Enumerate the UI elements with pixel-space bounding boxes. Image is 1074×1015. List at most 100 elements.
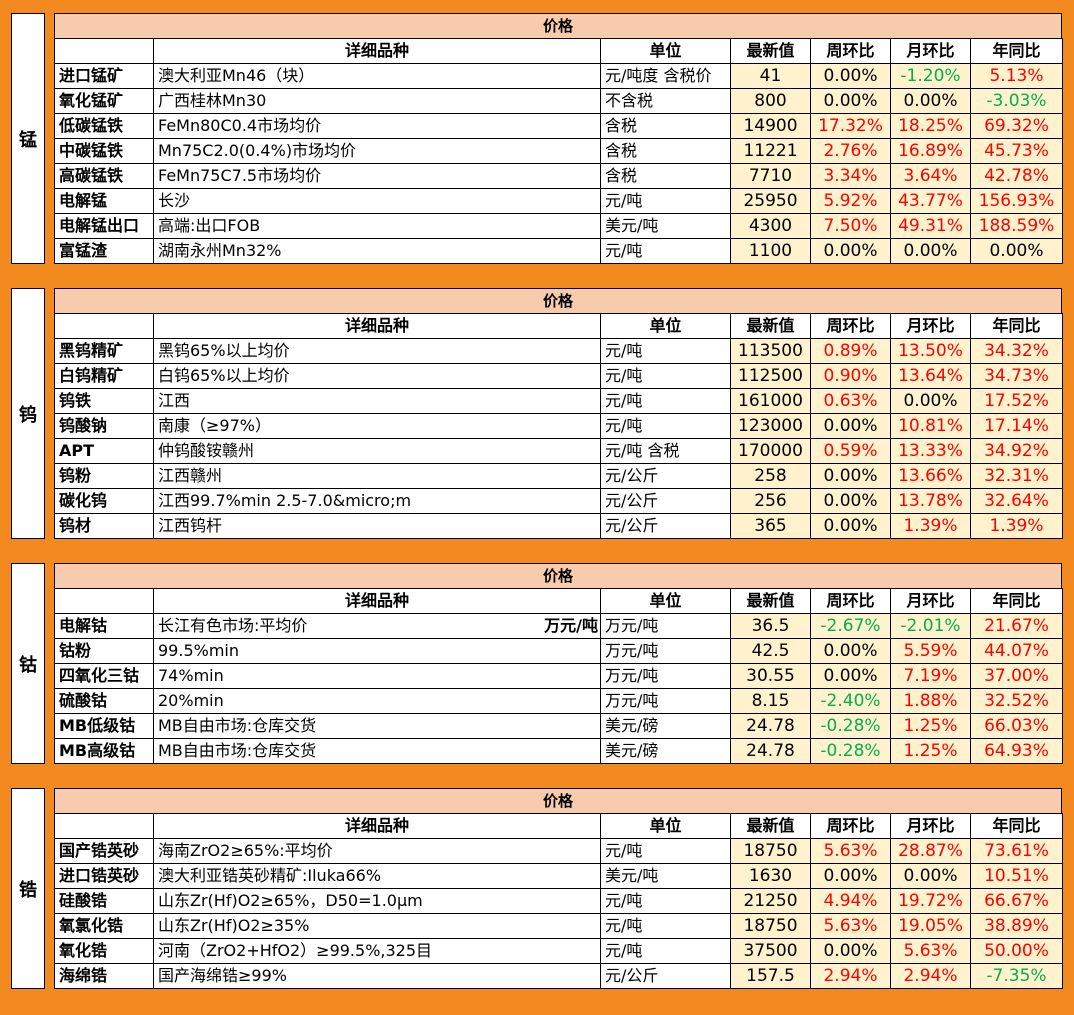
year-change: 17.52%	[970, 388, 1063, 414]
year-change: 34.92%	[970, 438, 1063, 464]
product-name: 钨粉	[54, 463, 154, 489]
unit: 美元/吨	[600, 863, 731, 889]
latest-value: 36.5	[730, 613, 811, 639]
latest-value: 7710	[730, 163, 811, 189]
latest-value: 365	[730, 513, 811, 539]
month-change: 19.72%	[890, 888, 971, 914]
month-change: 0.00%	[890, 238, 971, 264]
week-change: -0.28%	[810, 713, 891, 739]
year-change: -7.35%	[970, 963, 1063, 989]
column-header: 单位	[600, 588, 731, 614]
latest-value: 1100	[730, 238, 811, 264]
year-change: 69.32%	[970, 113, 1063, 139]
month-change: 1.25%	[890, 713, 971, 739]
month-change: 10.81%	[890, 413, 971, 439]
column-header: 年同比	[970, 38, 1063, 64]
month-change: 0.00%	[890, 863, 971, 889]
product-name: 氧化锆	[54, 938, 154, 964]
week-change: 0.00%	[810, 238, 891, 264]
unit: 万元/吨	[600, 613, 731, 639]
product-detail: MB自由市场:仓库交货	[153, 713, 601, 739]
week-change: 0.00%	[810, 513, 891, 539]
column-header: 最新值	[730, 588, 811, 614]
week-change: 0.00%	[810, 63, 891, 89]
unit: 元/公斤	[600, 488, 731, 514]
header-blank	[54, 813, 154, 839]
product-detail: 湖南永州Mn32%	[153, 238, 601, 264]
header-blank	[54, 588, 154, 614]
column-header: 月环比	[890, 588, 971, 614]
product-name: MB低级钴	[54, 713, 154, 739]
product-detail: 广西桂林Mn30	[153, 88, 601, 114]
product-name: 黑钨精矿	[54, 338, 154, 364]
month-change: 0.00%	[890, 388, 971, 414]
product-detail: 99.5%min	[153, 638, 601, 664]
section-title: 价格	[54, 288, 1062, 314]
month-change: 1.88%	[890, 688, 971, 714]
month-change: 0.00%	[890, 88, 971, 114]
month-change: 43.77%	[890, 188, 971, 214]
product-detail: 国产海绵锆≥99%	[153, 963, 601, 989]
product-detail: 江西	[153, 388, 601, 414]
product-detail: 南康（≥97%）	[153, 413, 601, 439]
column-header: 单位	[600, 38, 731, 64]
section-label: 钨	[11, 288, 45, 539]
month-change: 13.78%	[890, 488, 971, 514]
unit: 元/公斤	[600, 463, 731, 489]
product-name: 电解锰	[54, 188, 154, 214]
latest-value: 161000	[730, 388, 811, 414]
product-detail: 澳大利亚锆英砂精矿:Iluka66%	[153, 863, 601, 889]
product-name: 富锰渣	[54, 238, 154, 264]
year-change: 66.67%	[970, 888, 1063, 914]
week-change: 2.76%	[810, 138, 891, 164]
product-name: 钴粉	[54, 638, 154, 664]
product-detail: 澳大利亚Mn46（块）	[153, 63, 601, 89]
week-change: 3.34%	[810, 163, 891, 189]
product-detail: 74%min	[153, 663, 601, 689]
week-change: 0.89%	[810, 338, 891, 364]
unit: 美元/磅	[600, 713, 731, 739]
year-change: 34.73%	[970, 363, 1063, 389]
latest-value: 258	[730, 463, 811, 489]
product-name: 海绵锆	[54, 963, 154, 989]
unit: 元/公斤	[600, 513, 731, 539]
product-detail: 江西99.7%min 2.5-7.0&micro;m	[153, 488, 601, 514]
year-change: 38.89%	[970, 913, 1063, 939]
month-change: -1.20%	[890, 63, 971, 89]
column-header: 月环比	[890, 313, 971, 339]
latest-value: 113500	[730, 338, 811, 364]
week-change: 0.00%	[810, 938, 891, 964]
year-change: 44.07%	[970, 638, 1063, 664]
latest-value: 8.15	[730, 688, 811, 714]
product-detail: 白钨65%以上均价	[153, 363, 601, 389]
column-header: 周环比	[810, 588, 891, 614]
year-change: 10.51%	[970, 863, 1063, 889]
unit: 元/吨	[600, 238, 731, 264]
week-change: 0.00%	[810, 663, 891, 689]
section-label: 钴	[11, 563, 45, 764]
product-name: 国产锆英砂	[54, 838, 154, 864]
product-detail: FeMn80C0.4市场均价	[153, 113, 601, 139]
latest-value: 112500	[730, 363, 811, 389]
product-detail: 山东Zr(Hf)O2≥35%	[153, 913, 601, 939]
month-change: 3.64%	[890, 163, 971, 189]
product-detail: 长沙	[153, 188, 601, 214]
unit: 元/吨	[600, 888, 731, 914]
product-name: MB高级钴	[54, 738, 154, 764]
year-change: 66.03%	[970, 713, 1063, 739]
column-header: 周环比	[810, 813, 891, 839]
month-change: 16.89%	[890, 138, 971, 164]
latest-value: 800	[730, 88, 811, 114]
product-name: 钨铁	[54, 388, 154, 414]
week-change: 0.90%	[810, 363, 891, 389]
year-change: 32.31%	[970, 463, 1063, 489]
week-change: 0.00%	[810, 488, 891, 514]
week-change: -2.67%	[810, 613, 891, 639]
year-change: 50.00%	[970, 938, 1063, 964]
product-name: 硫酸钴	[54, 688, 154, 714]
latest-value: 24.78	[730, 713, 811, 739]
latest-value: 30.55	[730, 663, 811, 689]
column-header: 详细品种	[153, 588, 601, 614]
week-change: 0.00%	[810, 413, 891, 439]
column-header: 月环比	[890, 813, 971, 839]
